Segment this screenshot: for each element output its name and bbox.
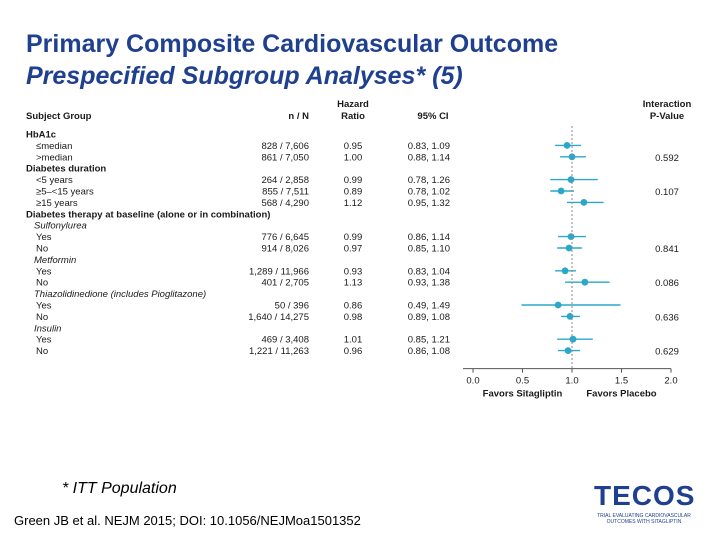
row-hazard-ratio: 0.86	[344, 301, 363, 312]
header-ratio: Ratio	[341, 111, 365, 122]
row-hazard-ratio: 0.89	[344, 187, 363, 198]
slide-title: Primary Composite Cardiovascular Outcome	[26, 30, 559, 58]
row-label: ≤median	[36, 141, 72, 152]
group-header: Diabetes duration	[26, 164, 106, 175]
row-hazard-ratio: 1.01	[344, 335, 363, 346]
row-ci: 0.83, 1.09	[408, 141, 450, 152]
header-interaction: Interaction	[643, 99, 692, 110]
row-n: 264 / 2,858	[261, 175, 309, 186]
row-hazard-ratio: 0.99	[344, 232, 363, 243]
header-subject-group: Subject Group	[26, 111, 92, 122]
row-hazard-ratio: 1.12	[344, 198, 363, 209]
row-n: 776 / 6,645	[261, 232, 309, 243]
row-label: <5 years	[36, 175, 73, 186]
row-hazard-ratio: 1.13	[344, 278, 363, 289]
point-estimate	[568, 153, 576, 161]
row-ci: 0.93, 1.38	[408, 278, 450, 289]
row-label: No	[36, 278, 48, 289]
subgroup-header: Sulfonylurea	[34, 221, 87, 232]
row-label: Yes	[36, 301, 52, 312]
point-estimate	[561, 267, 569, 275]
row-n: 828 / 7,606	[261, 141, 309, 152]
row-ci: 0.95, 1.32	[408, 198, 450, 209]
interaction-p-value: 0.841	[655, 244, 679, 255]
point-estimate	[563, 142, 571, 149]
interaction-p-value: 0.629	[655, 347, 679, 358]
row-label: >median	[36, 152, 73, 163]
row-ci: 0.78, 1.26	[408, 175, 450, 186]
row-ci: 0.89, 1.08	[408, 312, 450, 323]
row-n: 50 / 396	[275, 301, 309, 312]
interaction-p-value: 0.107	[655, 187, 679, 198]
group-header: HbA1c	[26, 130, 56, 141]
header-p-value: P-Value	[650, 111, 684, 122]
x-tick-label: 1.5	[615, 376, 628, 387]
point-estimate	[580, 199, 588, 206]
x-tick-label: 2.0	[664, 376, 677, 387]
header-ci: 95% CI	[417, 111, 448, 122]
row-n: 914 / 8,026	[261, 244, 309, 255]
row-n: 469 / 3,408	[261, 335, 309, 346]
point-estimate	[567, 233, 575, 241]
point-estimate	[564, 347, 572, 354]
row-n: 861 / 7,050	[261, 152, 309, 163]
row-label: No	[36, 244, 48, 255]
point-estimate	[569, 335, 577, 343]
row-ci: 0.78, 1.02	[408, 187, 450, 198]
row-hazard-ratio: 0.99	[344, 175, 363, 186]
row-n: 568 / 4,290	[261, 198, 309, 209]
tecos-logo: TECOS TRIAL EVALUATING CARDIOVASCULAR OU…	[586, 480, 704, 525]
favors-placebo-label: Favors Placebo	[586, 389, 656, 400]
row-hazard-ratio: 1.00	[344, 152, 363, 163]
point-estimate	[567, 176, 575, 184]
row-n: 401 / 2,705	[261, 278, 309, 289]
interaction-p-value: 0.636	[655, 312, 679, 323]
row-hazard-ratio: 0.96	[344, 346, 363, 357]
row-label: ≥5–<15 years	[36, 187, 94, 198]
slide-subtitle: Prespecified Subgroup Analyses* (5)	[26, 62, 463, 90]
row-n: 1,289 / 11,966	[249, 266, 309, 277]
row-label: No	[36, 346, 48, 357]
favors-sitagliptin-label: Favors Sitagliptin	[483, 389, 563, 400]
subgroup-header: Insulin	[34, 323, 61, 334]
row-ci: 0.88, 1.14	[408, 152, 450, 163]
logo-wordmark: TECOS	[594, 480, 696, 511]
row-hazard-ratio: 0.98	[344, 312, 363, 323]
row-ci: 0.86, 1.08	[408, 346, 450, 357]
x-tick-label: 1.0	[565, 376, 578, 387]
footnote: * ITT Population	[62, 480, 177, 497]
row-ci: 0.85, 1.10	[408, 244, 450, 255]
point-estimate	[557, 187, 565, 195]
row-ci: 0.49, 1.49	[408, 301, 450, 312]
row-label: No	[36, 312, 48, 323]
logo-tagline: TRIAL EVALUATING CARDIOVASCULAR OUTCOMES…	[597, 513, 691, 525]
row-label: Yes	[36, 335, 52, 346]
point-estimate	[581, 278, 589, 286]
point-estimate	[565, 244, 573, 252]
citation: Green JB et al. NEJM 2015; DOI: 10.1056/…	[14, 513, 361, 528]
interaction-p-value: 0.592	[655, 153, 679, 164]
subgroup-header: Thiazolidinedione (includes Pioglitazone…	[34, 289, 206, 300]
interaction-p-value: 0.086	[655, 278, 679, 289]
row-ci: 0.85, 1.21	[408, 335, 450, 346]
group-header: Diabetes therapy at baseline (alone or i…	[26, 209, 270, 220]
point-estimate	[554, 301, 562, 309]
row-label: Yes	[36, 266, 52, 277]
row-hazard-ratio: 0.93	[344, 266, 363, 277]
x-tick-label: 0.5	[516, 376, 529, 387]
subgroup-header: Metformin	[34, 255, 76, 266]
x-tick-label: 0.0	[466, 376, 479, 387]
row-hazard-ratio: 0.95	[344, 141, 363, 152]
row-n: 1,640 / 14,275	[248, 312, 309, 323]
row-ci: 0.86, 1.14	[408, 232, 450, 243]
header-hazard: Hazard	[337, 99, 369, 110]
row-label: Yes	[36, 232, 52, 243]
row-ci: 0.83, 1.04	[408, 266, 450, 277]
row-n: 855 / 7,511	[262, 187, 309, 198]
row-n: 1,221 / 11,263	[249, 346, 309, 357]
row-hazard-ratio: 0.97	[344, 244, 363, 255]
row-label: ≥15 years	[36, 198, 78, 209]
header-n: n / N	[288, 111, 309, 122]
